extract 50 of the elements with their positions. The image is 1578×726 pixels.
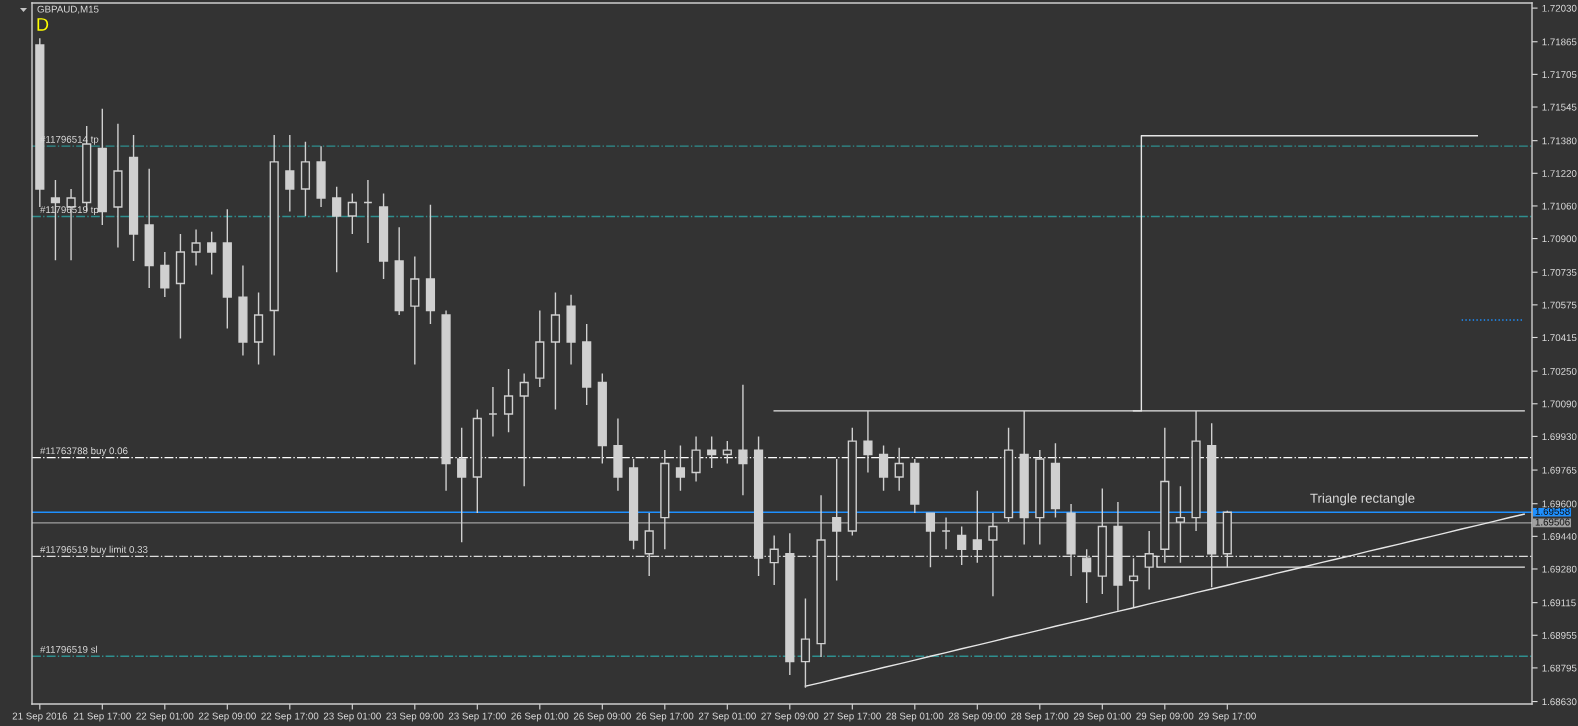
x-tick-label: 21 Sep 2016 [12, 712, 67, 722]
x-tick-label: 22 Sep 09:00 [198, 712, 256, 722]
y-tick-label: 1.71060 [1542, 202, 1577, 210]
ref-line-label: 1.69558 [1535, 508, 1570, 515]
x-tick-label: 28 Sep 09:00 [948, 712, 1006, 722]
ref-line-label: 1.69506 [1535, 518, 1570, 526]
y-tick-label: 1.69930 [1542, 433, 1577, 441]
x-tick-label: 26 Sep 17:00 [636, 712, 694, 722]
y-tick-label: 1.68955 [1542, 632, 1577, 639]
x-tick-label: 22 Sep 17:00 [261, 712, 319, 722]
y-tick-label: 1.70090 [1542, 400, 1577, 408]
y-tick-label: 1.69280 [1542, 565, 1577, 573]
x-tick-label: 29 Sep 09:00 [1136, 712, 1194, 722]
y-tick-label: 1.71220 [1542, 170, 1577, 177]
x-tick-label: 23 Sep 17:00 [448, 712, 506, 722]
ref-line-label: #11796519 buy limit 0.33 [40, 545, 148, 555]
y-tick-label: 1.71545 [1542, 103, 1577, 111]
annotation: Triangle rectangle [1310, 493, 1415, 506]
ref-line-label: #11763788 buy 0.06 [40, 447, 128, 457]
x-tick-label: 28 Sep 01:00 [886, 712, 944, 722]
annotation: D [37, 18, 49, 31]
x-tick-label: 22 Sep 01:00 [136, 712, 194, 722]
x-tick-label: 26 Sep 01:00 [511, 712, 569, 722]
x-tick-label: 23 Sep 09:00 [386, 712, 444, 722]
x-tick-label: 29 Sep 01:00 [1073, 712, 1131, 722]
y-tick-label: 1.72030 [1542, 4, 1577, 12]
x-tick-label: 28 Sep 17:00 [1011, 712, 1069, 722]
y-tick-label: 1.71705 [1542, 71, 1577, 78]
x-tick-label: 27 Sep 01:00 [698, 712, 756, 722]
y-tick-label: 1.71865 [1542, 38, 1577, 46]
y-tick-label: 1.70575 [1542, 301, 1577, 309]
x-tick-label: 27 Sep 09:00 [761, 712, 819, 722]
y-tick-label: 1.69600 [1542, 500, 1577, 508]
y-tick-label: 1.69440 [1542, 533, 1577, 540]
x-tick-label: 29 Sep 17:00 [1198, 712, 1256, 722]
y-tick-label: 1.70250 [1542, 367, 1577, 375]
y-tick-label: 1.70900 [1542, 235, 1577, 243]
x-tick-label: 21 Sep 17:00 [73, 712, 131, 722]
ref-line-label: #11796519 sl [40, 645, 98, 653]
y-tick-label: 1.68795 [1542, 664, 1577, 672]
y-tick-label: 1.70735 [1542, 268, 1577, 276]
y-tick-label: 1.69765 [1542, 466, 1577, 474]
x-tick-label: 26 Sep 09:00 [573, 712, 631, 722]
y-tick-label: 1.69115 [1542, 599, 1576, 607]
y-tick-label: 1.68630 [1542, 698, 1577, 706]
y-tick-label: 1.70415 [1542, 334, 1577, 342]
x-tick-label: 23 Sep 01:00 [323, 712, 381, 722]
y-tick-label: 1.71380 [1542, 137, 1577, 145]
x-tick-label: 27 Sep 17:00 [823, 712, 881, 722]
chart-title: GBPAUD,M15 [37, 5, 99, 14]
